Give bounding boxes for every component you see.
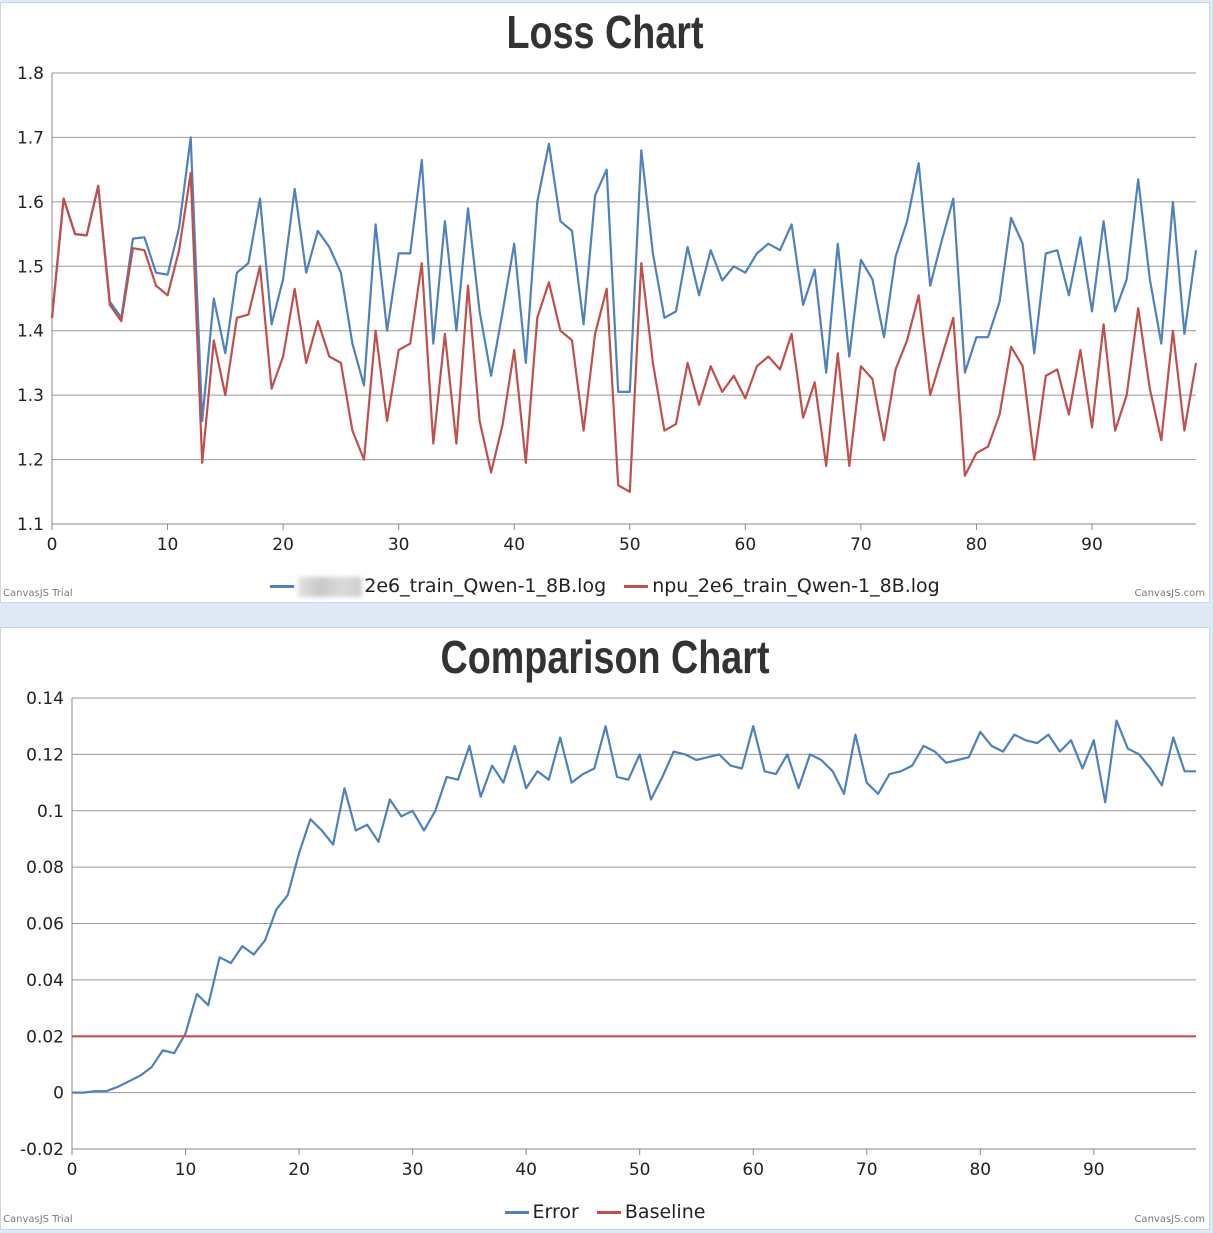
x-tick-label: 50 — [629, 1160, 651, 1180]
x-tick-label: 50 — [619, 535, 641, 555]
loss-chart-panel: 1.1 1.2 1.3 1.4 1.5 1.6 1.7 1.8 0 10 20 30 40 50 60 70 8… — [0, 2, 1210, 603]
series-line-2[interactable] — [50, 171, 1198, 493]
legend-label-series-2: npu_2e6_train_Qwen-1_8B.log — [652, 575, 940, 597]
y-tick-label: 1.2 — [17, 451, 44, 471]
y-tick-label: 0.14 — [26, 689, 64, 709]
legend-item-series-1[interactable]: 2e6_train_Qwen-1_8B.log — [270, 575, 606, 597]
y-tick-label: 0.08 — [26, 858, 64, 878]
canvasjs-trial-credit: CanvasJS Trial — [3, 1214, 73, 1225]
legend-label-series-1: 2e6_train_Qwen-1_8B.log — [364, 575, 607, 597]
redacted-text — [298, 576, 363, 597]
y-tick-label: 0 — [53, 1084, 64, 1104]
comparison-chart-legend: Error Baseline — [1, 1201, 1209, 1223]
y-tick-label: 1.4 — [17, 322, 44, 342]
x-tick-label: 0 — [47, 535, 58, 555]
x-tick-label: 60 — [742, 1160, 764, 1180]
y-tick-label: 1.8 — [17, 64, 44, 84]
x-tick-label: 40 — [503, 535, 525, 555]
y-tick-label: 1.5 — [17, 257, 44, 277]
loss-chart-title: Loss Chart — [506, 6, 704, 58]
y-tick-label: 1.6 — [17, 193, 44, 213]
y-tick-label: 0.04 — [26, 971, 64, 991]
y-tick-label: 1.3 — [17, 386, 44, 406]
series-line-1[interactable] — [72, 719, 1196, 1094]
x-tick-label: 10 — [157, 535, 179, 555]
legend-item-series-2[interactable]: npu_2e6_train_Qwen-1_8B.log — [624, 575, 940, 597]
x-tick-label: 20 — [272, 535, 294, 555]
canvasjs-link[interactable]: CanvasJS.com — [1134, 588, 1205, 599]
legend-swatch-series-1 — [270, 585, 295, 588]
legend-swatch-series-2 — [624, 585, 649, 588]
comparison-chart-panel: -0.02 0 0.02 0.04 0.06 0.08 0.1 0.12 0.14 0 10 20 30… — [0, 627, 1210, 1230]
loss-chart-legend: 2e6_train_Qwen-1_8B.log npu_2e6_train_Qw… — [1, 575, 1209, 597]
loss-chart-plot: 1.1 1.2 1.3 1.4 1.5 1.6 1.7 1.8 0 10 20 30 40 50 60 70 8… — [17, 64, 1198, 555]
x-tick-label: 80 — [969, 1160, 991, 1180]
comparison-chart-title: Comparison Chart — [440, 631, 770, 683]
canvasjs-link[interactable]: CanvasJS.com — [1134, 1214, 1205, 1225]
legend-item-baseline[interactable]: Baseline — [596, 1201, 706, 1223]
x-tick-label: 40 — [515, 1160, 537, 1180]
x-tick-label: 70 — [856, 1160, 878, 1180]
legend-swatch-error — [504, 1211, 529, 1214]
y-tick-label: 0.12 — [26, 745, 64, 765]
y-tick-label: 0.1 — [37, 802, 64, 822]
x-tick-label: 10 — [175, 1160, 197, 1180]
legend-item-error[interactable]: Error — [504, 1201, 579, 1223]
x-tick-label: 0 — [67, 1160, 78, 1180]
x-tick-label: 30 — [388, 535, 410, 555]
legend-label-baseline: Baseline — [624, 1201, 706, 1223]
y-tick-label: 0.06 — [26, 915, 64, 935]
x-tick-label: 90 — [1081, 535, 1103, 555]
x-tick-label: 20 — [288, 1160, 310, 1180]
y-tick-label: 0.02 — [26, 1027, 64, 1047]
legend-swatch-baseline — [596, 1211, 621, 1214]
series-line-1[interactable] — [50, 136, 1198, 422]
y-tick-label: -0.02 — [20, 1140, 64, 1160]
x-tick-label: 80 — [966, 535, 988, 555]
canvasjs-trial-credit: CanvasJS Trial — [3, 588, 73, 599]
x-tick-label: 90 — [1083, 1160, 1105, 1180]
legend-label-error: Error — [532, 1201, 579, 1223]
x-tick-label: 30 — [402, 1160, 424, 1180]
x-tick-label: 60 — [735, 535, 757, 555]
y-tick-label: 1.1 — [17, 515, 44, 535]
x-tick-label: 70 — [850, 535, 872, 555]
y-tick-label: 1.7 — [17, 128, 44, 148]
